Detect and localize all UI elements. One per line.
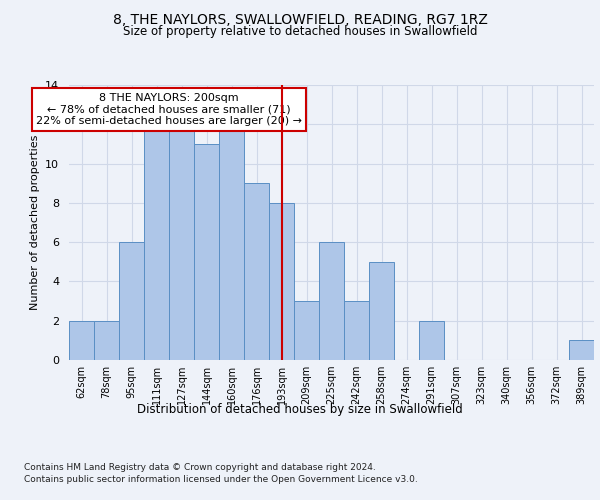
Bar — [144, 124, 169, 360]
Bar — [194, 144, 219, 360]
Bar — [219, 124, 244, 360]
Bar — [419, 320, 444, 360]
Bar — [244, 183, 269, 360]
Bar — [119, 242, 144, 360]
Bar — [294, 301, 319, 360]
Text: Distribution of detached houses by size in Swallowfield: Distribution of detached houses by size … — [137, 402, 463, 415]
Bar — [569, 340, 594, 360]
Bar — [94, 320, 119, 360]
Y-axis label: Number of detached properties: Number of detached properties — [29, 135, 40, 310]
Text: Contains HM Land Registry data © Crown copyright and database right 2024.: Contains HM Land Registry data © Crown c… — [24, 462, 376, 471]
Text: 8 THE NAYLORS: 200sqm
← 78% of detached houses are smaller (71)
22% of semi-deta: 8 THE NAYLORS: 200sqm ← 78% of detached … — [36, 93, 302, 126]
Text: 8, THE NAYLORS, SWALLOWFIELD, READING, RG7 1RZ: 8, THE NAYLORS, SWALLOWFIELD, READING, R… — [113, 12, 487, 26]
Bar — [319, 242, 344, 360]
Bar — [269, 203, 294, 360]
Bar — [369, 262, 394, 360]
Bar — [169, 124, 194, 360]
Text: Contains public sector information licensed under the Open Government Licence v3: Contains public sector information licen… — [24, 475, 418, 484]
Text: Size of property relative to detached houses in Swallowfield: Size of property relative to detached ho… — [123, 25, 477, 38]
Bar — [344, 301, 369, 360]
Bar — [69, 320, 94, 360]
